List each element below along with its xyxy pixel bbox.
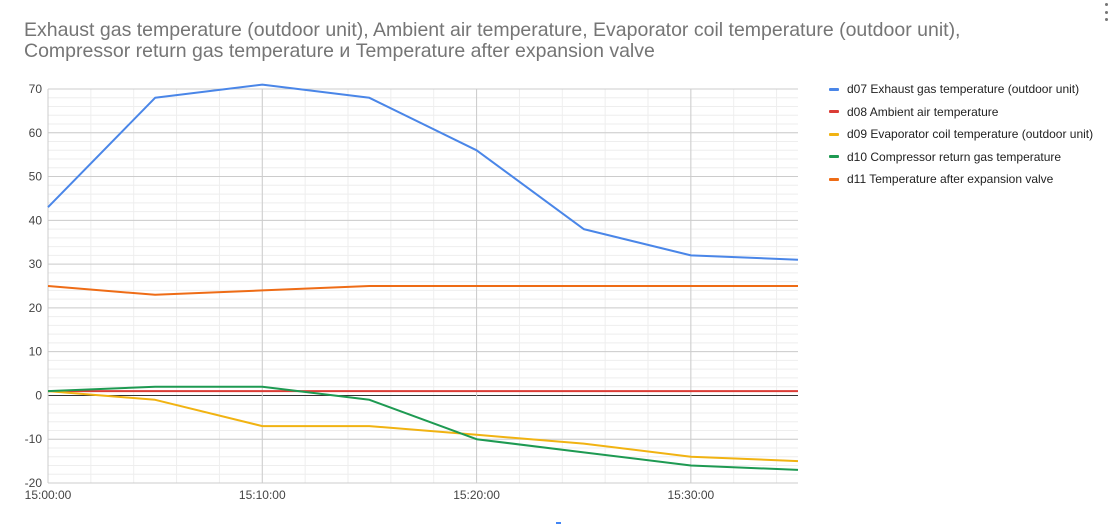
legend-label: d09 Evaporator coil temperature (outdoor… — [847, 127, 1094, 142]
x-tick-label: 15:00:00 — [25, 488, 72, 502]
y-tick-label: 20 — [29, 301, 43, 315]
legend-label: d08 Ambient air temperature — [847, 104, 999, 119]
chart-legend: d07 Exhaust gas temperature (outdoor uni… — [829, 78, 1093, 191]
y-tick-label: 50 — [29, 170, 43, 184]
x-tick-label: 15:30:00 — [667, 488, 714, 502]
y-tick-label: 40 — [29, 213, 43, 227]
y-tick-label: -20 — [25, 476, 43, 490]
y-tick-label: 60 — [29, 126, 43, 140]
legend-item-2[interactable]: d08 Ambient air temperature — [829, 101, 1093, 124]
legend-label: d07 Exhaust gas temperature (outdoor uni… — [847, 82, 1080, 97]
legend-label: d10 Compressor return gas temperature — [847, 149, 1062, 164]
series-line-5 — [47, 285, 798, 296]
y-tick-label: 70 — [29, 82, 43, 96]
scroll-indicator — [556, 522, 561, 524]
y-tick-label: 0 — [35, 388, 42, 402]
x-tick-label: 15:20:00 — [453, 488, 500, 502]
legend-item-1[interactable]: d07 Exhaust gas temperature (outdoor uni… — [829, 78, 1093, 101]
series-line-1 — [47, 83, 799, 261]
chart-title: Exhaust gas temperature (outdoor unit), … — [24, 19, 961, 62]
legend-item-4[interactable]: d10 Compressor return gas temperature — [829, 146, 1093, 169]
series-line-3 — [47, 390, 799, 463]
legend-swatch — [829, 110, 839, 114]
legend-swatch — [829, 155, 839, 159]
legend-swatch — [829, 132, 839, 136]
legend-item-3[interactable]: d09 Evaporator coil temperature (outdoor… — [829, 123, 1093, 146]
more-options-icon[interactable] — [1101, 3, 1111, 21]
legend-label: d11 Temperature after expansion valve — [847, 172, 1054, 187]
x-tick-label: 15:10:00 — [239, 488, 286, 502]
legend-swatch — [829, 177, 839, 181]
legend-item-5[interactable]: d11 Temperature after expansion valve — [829, 168, 1093, 191]
y-tick-label: -10 — [25, 432, 43, 446]
legend-swatch — [829, 87, 839, 91]
y-tick-label: 30 — [29, 257, 43, 271]
series-line-4 — [47, 385, 799, 471]
y-tick-label: 10 — [29, 345, 43, 359]
